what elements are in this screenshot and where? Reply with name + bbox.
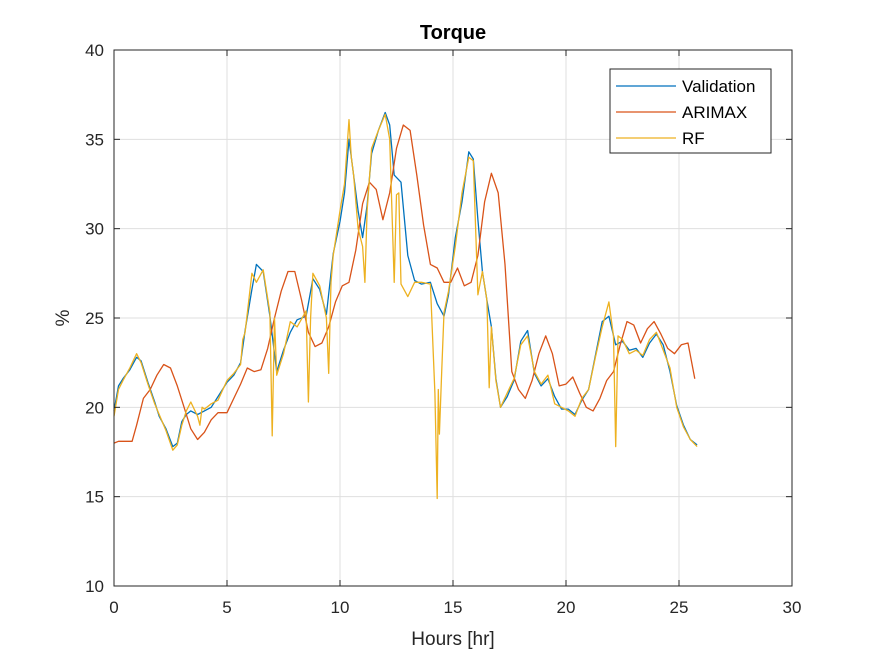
legend-label-rf: RF <box>682 129 705 148</box>
x-tick-label: 15 <box>444 598 463 617</box>
legend: Validation ARIMAX RF <box>609 68 772 154</box>
series-line-arimax <box>113 124 696 444</box>
chart-title: Torque <box>420 22 486 44</box>
y-tick-label: 25 <box>85 309 104 328</box>
legend-label-validation: Validation <box>682 77 755 96</box>
legend-label-arimax: ARIMAX <box>682 103 747 122</box>
y-tick-label: 20 <box>85 398 104 417</box>
y-tick-label: 30 <box>85 220 104 239</box>
y-axis-ticks: 10 15 20 25 30 35 40 <box>85 41 792 596</box>
x-tick-label: 25 <box>670 598 689 617</box>
x-axis-ticks: 0 5 10 15 20 25 30 <box>109 50 801 617</box>
x-axis-label: Hours [hr] <box>411 629 494 650</box>
x-tick-label: 20 <box>557 598 576 617</box>
x-tick-label: 5 <box>222 598 231 617</box>
y-tick-label: 40 <box>85 41 104 60</box>
legend-box <box>609 68 772 154</box>
y-tick-label: 35 <box>85 130 104 149</box>
y-tick-label: 10 <box>85 577 104 596</box>
series-line-rf <box>113 113 698 500</box>
y-tick-label: 15 <box>85 488 104 507</box>
y-axis-label: % <box>53 309 74 326</box>
x-tick-label: 0 <box>109 598 118 617</box>
x-tick-label: 10 <box>331 598 350 617</box>
series-layer <box>113 111 698 500</box>
x-tick-label: 30 <box>783 598 802 617</box>
